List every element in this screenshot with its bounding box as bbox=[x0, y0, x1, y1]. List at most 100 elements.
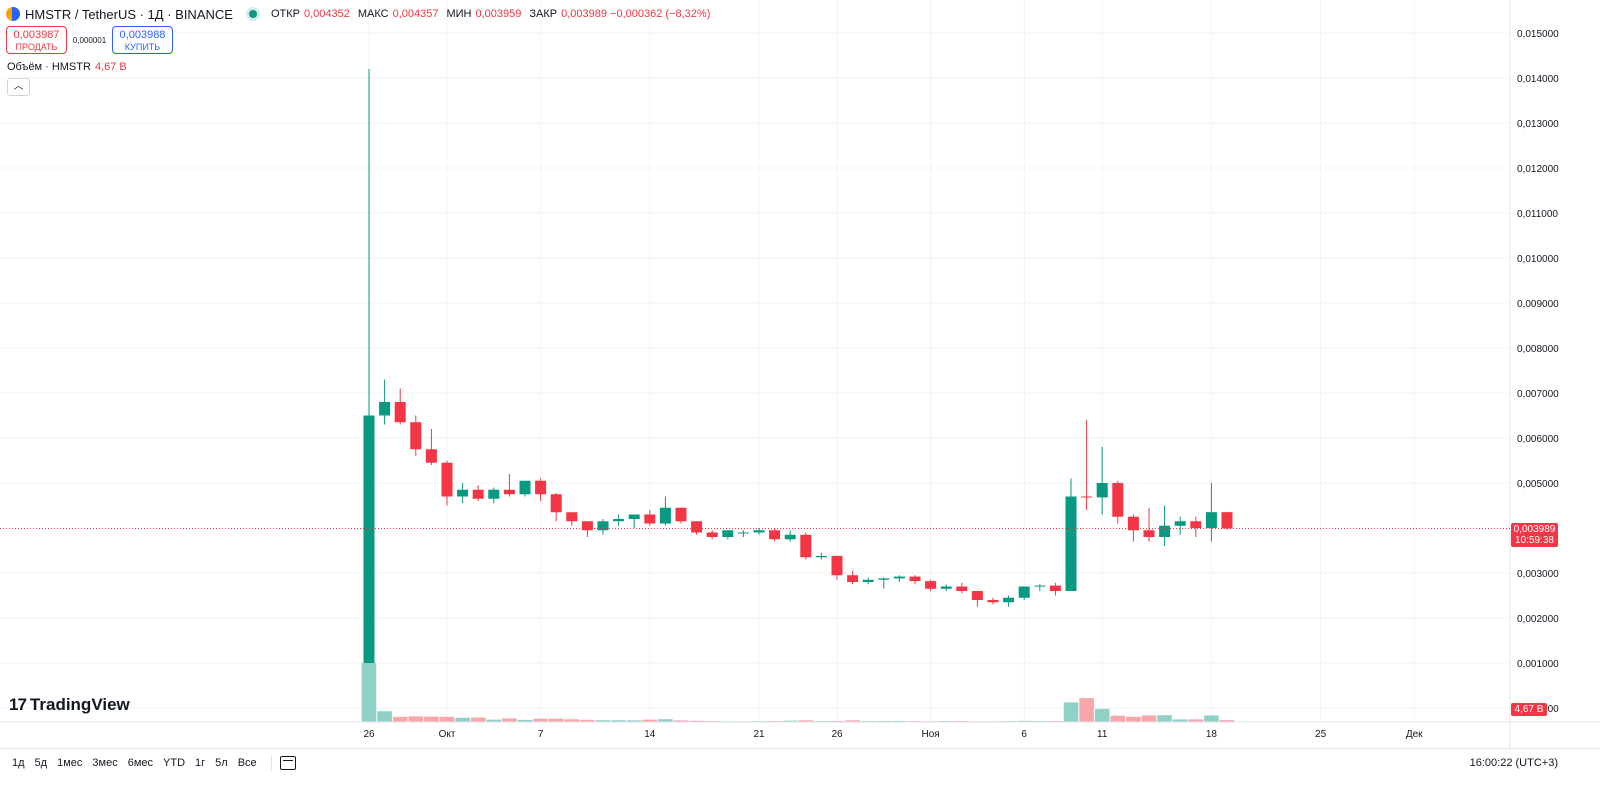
volume-bar bbox=[1188, 719, 1204, 722]
collapse-legend-button[interactable]: ︿ bbox=[7, 78, 30, 96]
candle-body bbox=[706, 532, 718, 537]
candle-body bbox=[956, 586, 968, 591]
candles bbox=[363, 69, 1233, 663]
range-1d-button[interactable]: 1д bbox=[12, 756, 25, 769]
clock[interactable]: 16:00:22 (UTC+3) bbox=[1469, 756, 1558, 769]
price-tick-label: 0,008000 bbox=[1517, 344, 1559, 355]
candle-body bbox=[410, 422, 422, 450]
sell-button[interactable]: 0,003987 ПРОДАТЬ bbox=[6, 26, 67, 54]
candle-body bbox=[769, 530, 781, 540]
candle-body bbox=[831, 555, 843, 576]
volume-bars bbox=[361, 663, 1235, 722]
toolbar-divider bbox=[270, 754, 272, 771]
volume-bar bbox=[1141, 715, 1157, 722]
volume-bar bbox=[1110, 715, 1126, 722]
volume-bar bbox=[392, 716, 408, 722]
candle-body bbox=[535, 480, 547, 495]
spread-value: 0,000001 bbox=[72, 35, 107, 45]
time-tick-label: 11 bbox=[1097, 729, 1108, 740]
candle-body bbox=[581, 521, 593, 531]
candle-body bbox=[628, 514, 640, 519]
range-1m-button[interactable]: 1мес bbox=[57, 756, 83, 769]
bar-countdown: 10:59:38 bbox=[1515, 535, 1554, 546]
range-3m-button[interactable]: 3мес bbox=[92, 756, 118, 769]
range-6m-button[interactable]: 6мес bbox=[127, 756, 154, 769]
buy-label: КУПИТЬ bbox=[124, 42, 161, 52]
price-tick-label: 0,006000 bbox=[1517, 434, 1559, 445]
candle-body bbox=[379, 402, 391, 416]
range-ytd-button[interactable]: YTD bbox=[163, 756, 186, 769]
volume-bar bbox=[502, 718, 517, 722]
candle-body bbox=[1065, 496, 1077, 591]
time-tick-label: 21 bbox=[753, 729, 765, 740]
time-tick-label: 14 bbox=[644, 729, 656, 740]
time-tick-label: 26 bbox=[363, 729, 375, 740]
volume-bar bbox=[1063, 702, 1079, 722]
price-tick-label: 0,001000 bbox=[1517, 659, 1559, 670]
price-tick-label: 0,009000 bbox=[1517, 299, 1559, 310]
price-tick-label: 0,012000 bbox=[1517, 164, 1559, 175]
candle-body bbox=[644, 514, 656, 524]
volume-legend[interactable]: Объём · HMSTR 4,67 B bbox=[7, 61, 127, 73]
price-tick-label: 0,010000 bbox=[1517, 254, 1559, 265]
price-tick-label: 0,013000 bbox=[1517, 119, 1559, 130]
last-price-tag: 0,003989 10:59:38 bbox=[1511, 523, 1558, 547]
price-chart[interactable]: 0,015000 0,014000 0,013000 0,012000 0,011000… bbox=[0, 0, 1600, 748]
volume-bar bbox=[689, 720, 704, 722]
volume-legend-value: 4,67 B bbox=[94, 61, 127, 73]
candle-body bbox=[472, 489, 484, 499]
candle-body bbox=[1159, 525, 1171, 537]
volume-bar bbox=[829, 720, 845, 722]
candle-body bbox=[878, 578, 890, 580]
candle-body bbox=[1049, 585, 1061, 591]
tradingview-logo[interactable]: 17 TradingView bbox=[9, 695, 130, 715]
range-all-button[interactable]: Все bbox=[237, 756, 257, 769]
high-value: 0,004357 bbox=[392, 8, 439, 20]
time-axis: 26 Окт 7 14 21 26 Ноя 6 11 18 25 Дек bbox=[0, 721, 1600, 740]
tradingview-mark-icon: 17 bbox=[9, 695, 27, 714]
volume-bar bbox=[533, 718, 548, 722]
volume-bar bbox=[845, 720, 860, 722]
candle-body bbox=[691, 521, 703, 533]
close-label: ЗАКР bbox=[529, 8, 558, 20]
volume-bar bbox=[1204, 715, 1219, 722]
volume-bar bbox=[1126, 716, 1141, 722]
candle-body bbox=[519, 480, 531, 495]
high-label: МАКС bbox=[357, 8, 389, 20]
range-1y-button[interactable]: 1г bbox=[195, 756, 206, 769]
symbol-title[interactable]: HMSTR / TetherUS · 1Д · BINANCE bbox=[25, 6, 233, 22]
buy-button[interactable]: 0,003988 КУПИТЬ bbox=[112, 26, 173, 54]
volume-bar bbox=[1079, 698, 1094, 722]
price-tick-label: 0,002000 bbox=[1517, 614, 1559, 625]
candle-body bbox=[550, 494, 562, 513]
volume-bar bbox=[1094, 708, 1110, 722]
calendar-icon[interactable] bbox=[279, 755, 296, 770]
sell-price: 0,003987 bbox=[13, 29, 60, 41]
range-5d-button[interactable]: 5д bbox=[34, 756, 48, 769]
volume-bar bbox=[798, 720, 814, 722]
price-tick-label: 0,014000 bbox=[1517, 74, 1559, 85]
candle-body bbox=[1205, 512, 1217, 528]
volume-bar bbox=[470, 717, 486, 722]
volume-bar bbox=[580, 719, 595, 722]
volume-bar bbox=[876, 720, 892, 722]
volume-bar bbox=[377, 711, 392, 722]
volume-bar bbox=[455, 717, 470, 722]
sell-label: ПРОДАТЬ bbox=[15, 42, 58, 52]
candle-body bbox=[737, 532, 749, 534]
bottom-toolbar: 1д 5д 1мес 3мес 6мес YTD 1г 5л Все 16:00… bbox=[0, 748, 1600, 776]
candle-body bbox=[1174, 521, 1186, 526]
time-tick-label: 7 bbox=[538, 729, 544, 740]
volume-bar bbox=[517, 719, 533, 722]
volume-bar bbox=[486, 719, 502, 722]
candle-body bbox=[503, 489, 515, 495]
buy-price: 0,003988 bbox=[119, 29, 166, 41]
volume-bar bbox=[564, 719, 580, 722]
candle-body bbox=[1081, 496, 1093, 498]
range-5y-button[interactable]: 5л bbox=[215, 756, 228, 769]
candle-body bbox=[394, 402, 406, 423]
candle-body bbox=[800, 534, 812, 558]
volume-bar bbox=[439, 716, 455, 722]
candle-body bbox=[425, 449, 437, 463]
time-tick-label: 6 bbox=[1021, 729, 1027, 740]
